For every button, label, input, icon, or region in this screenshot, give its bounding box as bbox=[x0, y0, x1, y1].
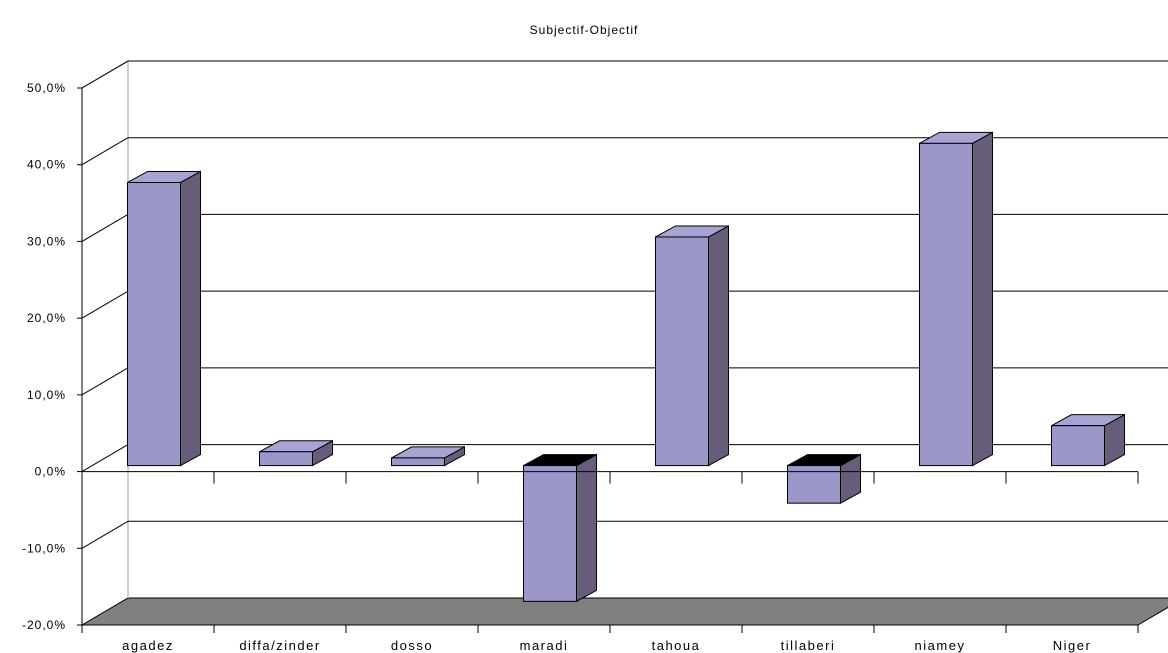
gridline-diagonal bbox=[81, 60, 129, 89]
floor-plane bbox=[80, 597, 1168, 626]
bar-side bbox=[708, 225, 729, 467]
x-tick-label: diffa/zinder bbox=[239, 638, 320, 653]
gridline-diagonal bbox=[81, 367, 129, 396]
bar bbox=[1051, 413, 1125, 467]
y-tick-label: 0,0% bbox=[35, 465, 66, 479]
y-tick-label: 10,0% bbox=[27, 388, 66, 402]
x-tick-label: dosso bbox=[391, 638, 433, 653]
gridline-diagonal bbox=[81, 290, 129, 319]
bar-side bbox=[576, 453, 597, 603]
y-tick-label: 40,0% bbox=[27, 158, 66, 172]
y-tick-label: -20,0% bbox=[22, 618, 66, 632]
y-tick-label: -10,0% bbox=[22, 541, 66, 555]
x-tick-label: maradi bbox=[520, 638, 569, 653]
x-tick-label: agadez bbox=[122, 638, 174, 653]
gridline-diagonal bbox=[81, 520, 129, 549]
x-tick-label: tillaberi bbox=[781, 638, 836, 653]
y-tick-label: 50,0% bbox=[27, 81, 66, 95]
bar bbox=[391, 446, 465, 467]
bar bbox=[919, 131, 993, 467]
gridlines bbox=[81, 60, 1168, 549]
bar-front bbox=[655, 236, 709, 467]
bar-front bbox=[919, 142, 973, 467]
chart-floor bbox=[80, 597, 1168, 626]
bar-front bbox=[127, 181, 181, 467]
bar-front bbox=[259, 451, 313, 467]
gridline-diagonal bbox=[81, 444, 129, 473]
bar bbox=[259, 439, 333, 467]
bar bbox=[127, 170, 201, 467]
bar-side bbox=[972, 131, 993, 467]
bar bbox=[655, 225, 729, 467]
y-tick-labels: 50,0% 40,0% 30,0% 20,0% 10,0% 0,0% -10,0% -20,0… bbox=[22, 81, 66, 632]
y-tick-label: 20,0% bbox=[27, 311, 66, 325]
axes bbox=[77, 87, 1139, 633]
bar-front bbox=[391, 457, 445, 467]
gridline-diagonal bbox=[81, 213, 129, 242]
x-tick-label: niamey bbox=[915, 638, 966, 653]
y-tick-label: 30,0% bbox=[27, 234, 66, 248]
chart-title: Subjectif-Objectif bbox=[530, 23, 639, 37]
bar-front bbox=[523, 465, 577, 602]
bar-front bbox=[1051, 425, 1105, 467]
x-tick-label: Niger bbox=[1053, 638, 1092, 653]
bar bbox=[787, 453, 861, 505]
x-tick-label: tahoua bbox=[652, 638, 701, 653]
gridline-diagonal bbox=[81, 137, 129, 166]
bars bbox=[127, 131, 1125, 603]
bar-side bbox=[180, 170, 201, 467]
bar bbox=[523, 453, 597, 603]
x-tick-labels: agadez diffa/zinder dosso maradi tahoua tilla… bbox=[122, 638, 1092, 653]
